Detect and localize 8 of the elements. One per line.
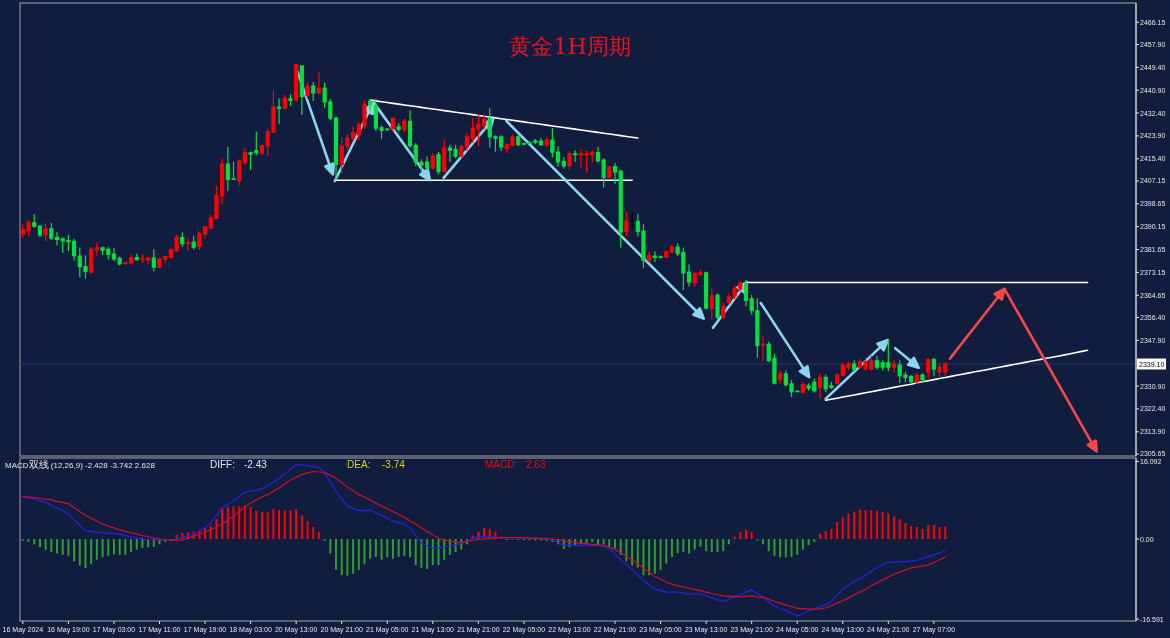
- annotation: DEA:: [347, 459, 371, 470]
- text: 黄金1H周期: [509, 34, 631, 59]
- annotation: MACD:: [485, 459, 518, 470]
- annotation: 2.63: [526, 459, 546, 470]
- annotation: -2.43: [244, 459, 268, 470]
- annotation: -3.74: [382, 459, 406, 470]
- annotation: DIFF:: [210, 459, 235, 470]
- chart-title: MACD双线 (12,26,9) -2.428 -3.742 2.628: [5, 459, 156, 470]
